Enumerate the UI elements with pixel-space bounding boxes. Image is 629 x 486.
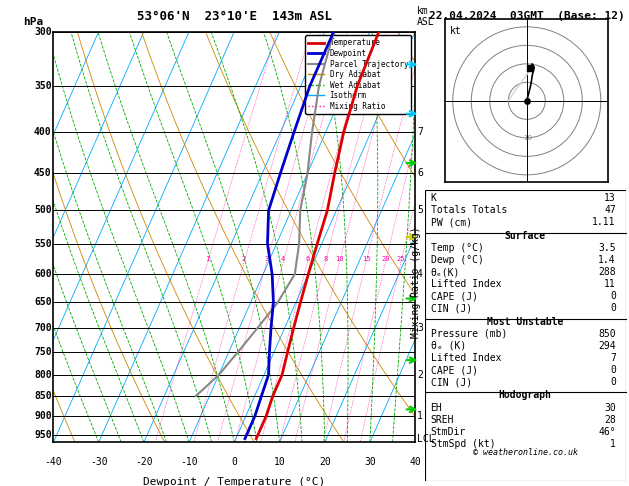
Point xyxy=(521,97,532,104)
Text: 6: 6 xyxy=(417,169,423,178)
Text: 1.4: 1.4 xyxy=(598,255,616,265)
Text: Totals Totals: Totals Totals xyxy=(431,205,507,215)
Text: θₑ(K): θₑ(K) xyxy=(431,267,460,277)
Text: Hodograph: Hodograph xyxy=(499,390,552,400)
Text: 5: 5 xyxy=(417,206,423,215)
Text: 2: 2 xyxy=(242,256,246,262)
Text: 4: 4 xyxy=(281,256,286,262)
Text: 11: 11 xyxy=(604,279,616,289)
Text: 288: 288 xyxy=(598,267,616,277)
Text: 6: 6 xyxy=(305,256,309,262)
Text: LCL: LCL xyxy=(417,434,435,444)
Text: CAPE (J): CAPE (J) xyxy=(431,291,477,301)
Text: 700: 700 xyxy=(34,323,52,333)
Text: -10: -10 xyxy=(181,457,198,467)
Text: 2: 2 xyxy=(417,370,423,380)
Text: 30: 30 xyxy=(604,402,616,413)
Text: PW (cm): PW (cm) xyxy=(431,217,472,227)
Text: 47: 47 xyxy=(604,205,616,215)
Text: 1: 1 xyxy=(206,256,209,262)
Text: 800: 800 xyxy=(34,370,52,380)
Text: 1: 1 xyxy=(417,411,423,421)
Text: © weatheronline.co.uk: © weatheronline.co.uk xyxy=(473,448,577,457)
Text: 550: 550 xyxy=(34,239,52,249)
Text: StmSpd (kt): StmSpd (kt) xyxy=(431,439,495,449)
Text: Pressure (mb): Pressure (mb) xyxy=(431,329,507,339)
Text: 8: 8 xyxy=(323,256,328,262)
Text: hPa: hPa xyxy=(23,17,43,28)
Text: 7: 7 xyxy=(417,127,423,137)
Text: 0: 0 xyxy=(610,303,616,313)
Text: Most Unstable: Most Unstable xyxy=(487,317,564,327)
Text: 13: 13 xyxy=(604,193,616,203)
Text: kt: kt xyxy=(450,26,462,36)
Legend: Temperature, Dewpoint, Parcel Trajectory, Dry Adiabat, Wet Adiabat, Isotherm, Mi: Temperature, Dewpoint, Parcel Trajectory… xyxy=(305,35,411,114)
Text: 3: 3 xyxy=(417,323,423,333)
Text: 20: 20 xyxy=(381,256,390,262)
Text: 28: 28 xyxy=(604,415,616,425)
Text: 0: 0 xyxy=(610,291,616,301)
Text: 1.11: 1.11 xyxy=(593,217,616,227)
Text: 0: 0 xyxy=(610,377,616,387)
Text: Surface: Surface xyxy=(504,231,546,241)
Text: 46°: 46° xyxy=(598,427,616,437)
Text: 40: 40 xyxy=(409,457,421,467)
Text: StmDir: StmDir xyxy=(431,427,466,437)
Text: 10: 10 xyxy=(274,457,286,467)
Text: 750: 750 xyxy=(34,347,52,357)
Text: CAPE (J): CAPE (J) xyxy=(431,365,477,375)
Text: θₑ (K): θₑ (K) xyxy=(431,341,466,351)
Text: 600: 600 xyxy=(34,269,52,279)
Text: 15: 15 xyxy=(362,256,370,262)
Text: 400: 400 xyxy=(34,127,52,137)
Text: 3: 3 xyxy=(265,256,269,262)
Text: Lifted Index: Lifted Index xyxy=(431,279,501,289)
Text: 900: 900 xyxy=(34,411,52,421)
Text: 650: 650 xyxy=(34,297,52,307)
Text: 10: 10 xyxy=(335,256,343,262)
Text: Temp (°C): Temp (°C) xyxy=(431,243,484,253)
Text: 350: 350 xyxy=(34,81,52,90)
Text: Mixing Ratio (g/kg): Mixing Ratio (g/kg) xyxy=(411,226,421,338)
Text: 5: 5 xyxy=(525,98,530,104)
Text: 53°06'N  23°10'E  143m ASL: 53°06'N 23°10'E 143m ASL xyxy=(136,10,332,22)
Text: 25: 25 xyxy=(397,256,405,262)
Text: 20: 20 xyxy=(319,457,331,467)
Text: K: K xyxy=(431,193,437,203)
Text: 850: 850 xyxy=(598,329,616,339)
Text: Dewpoint / Temperature (°C): Dewpoint / Temperature (°C) xyxy=(143,477,325,486)
Text: 10: 10 xyxy=(523,135,532,141)
Text: 0: 0 xyxy=(231,457,237,467)
Text: 4: 4 xyxy=(417,269,423,279)
Text: 7: 7 xyxy=(610,353,616,363)
Text: SREH: SREH xyxy=(431,415,454,425)
Text: 3.5: 3.5 xyxy=(598,243,616,253)
Text: Dewp (°C): Dewp (°C) xyxy=(431,255,484,265)
Text: Lifted Index: Lifted Index xyxy=(431,353,501,363)
Text: EH: EH xyxy=(431,402,442,413)
Text: 850: 850 xyxy=(34,391,52,401)
Text: CIN (J): CIN (J) xyxy=(431,303,472,313)
Text: -30: -30 xyxy=(90,457,108,467)
Text: km
ASL: km ASL xyxy=(417,6,435,28)
Text: 30: 30 xyxy=(364,457,376,467)
Text: 0: 0 xyxy=(610,365,616,375)
Text: 450: 450 xyxy=(34,169,52,178)
Text: 22.04.2024  03GMT  (Base: 12): 22.04.2024 03GMT (Base: 12) xyxy=(428,11,625,21)
Text: 300: 300 xyxy=(34,27,52,36)
Text: 500: 500 xyxy=(34,206,52,215)
Text: 294: 294 xyxy=(598,341,616,351)
Point xyxy=(525,64,535,71)
Text: 950: 950 xyxy=(34,430,52,440)
Text: -20: -20 xyxy=(135,457,153,467)
Text: CIN (J): CIN (J) xyxy=(431,377,472,387)
Text: -40: -40 xyxy=(45,457,62,467)
Text: 1: 1 xyxy=(610,439,616,449)
